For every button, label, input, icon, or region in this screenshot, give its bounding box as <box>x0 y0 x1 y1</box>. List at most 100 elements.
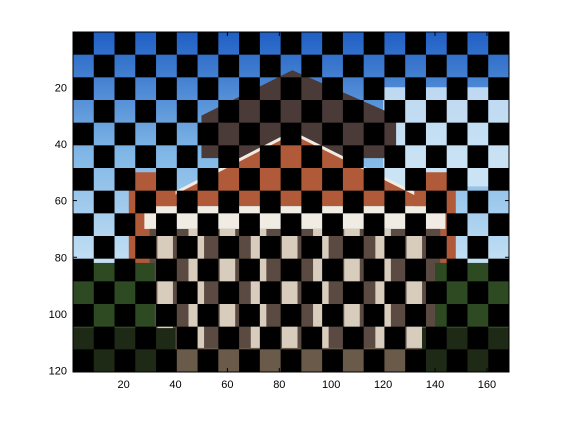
checker-square <box>342 236 364 259</box>
checker-square <box>73 168 94 191</box>
checker-square <box>280 258 302 282</box>
checker-square <box>363 122 385 146</box>
checker-square <box>446 77 468 100</box>
checker-square <box>363 258 385 282</box>
checker-square <box>384 100 406 123</box>
checker-square <box>156 258 177 282</box>
checker-square <box>384 190 406 214</box>
checker-square <box>239 349 260 372</box>
checker-square <box>363 304 385 327</box>
checker-square <box>239 213 260 236</box>
checker-square <box>218 281 240 304</box>
checker-square <box>197 349 219 372</box>
checker-square <box>425 145 447 168</box>
tick-labels: 20 40 60 80 100 120 140 160 20 40 60 80 100 120 <box>49 82 496 391</box>
checker-square <box>259 54 281 78</box>
checker-square <box>322 349 343 372</box>
checker-square <box>363 349 385 372</box>
checker-square <box>114 122 136 146</box>
y-tick-label: 80 <box>55 252 67 264</box>
checker-square <box>93 145 115 168</box>
checker-square <box>342 54 364 78</box>
checker-square <box>114 77 136 100</box>
checker-square <box>93 326 115 350</box>
checker-square <box>384 326 406 350</box>
checker-square <box>425 281 447 304</box>
checker-square <box>446 122 468 146</box>
checker-square <box>280 122 302 146</box>
checker-square <box>176 236 198 259</box>
checker-square <box>301 236 323 259</box>
checker-square <box>488 77 509 100</box>
checker-square <box>405 122 426 146</box>
checker-square <box>176 145 198 168</box>
checker-square <box>425 190 447 214</box>
checker-square <box>467 236 489 259</box>
checker-square <box>197 122 219 146</box>
checker-square <box>322 168 343 191</box>
checker-square <box>259 236 281 259</box>
checker-square <box>488 213 509 236</box>
checker-square <box>197 258 219 282</box>
checker-square <box>446 304 468 327</box>
checker-square <box>135 326 157 350</box>
checker-square <box>114 349 136 372</box>
checker-square <box>405 77 426 100</box>
checker-square <box>363 77 385 100</box>
x-tick-label: 160 <box>478 379 496 391</box>
checker-square <box>259 190 281 214</box>
checker-square <box>384 236 406 259</box>
checker-square <box>446 213 468 236</box>
checker-square <box>176 100 198 123</box>
checker-square <box>301 145 323 168</box>
checker-square <box>322 213 343 236</box>
checker-square <box>93 281 115 304</box>
checker-square <box>114 32 136 55</box>
checker-square <box>280 349 302 372</box>
checker-square <box>218 145 240 168</box>
x-tick-label: 100 <box>322 379 340 391</box>
checker-square <box>197 213 219 236</box>
checker-square <box>156 32 177 55</box>
checker-square <box>73 213 94 236</box>
checker-square <box>322 122 343 146</box>
checker-square <box>280 168 302 191</box>
checker-square <box>135 281 157 304</box>
checker-square <box>156 349 177 372</box>
checker-square <box>301 190 323 214</box>
checker-square <box>488 349 509 372</box>
x-tick-label: 20 <box>117 379 129 391</box>
checker-square <box>405 32 426 55</box>
y-tick-label: 120 <box>49 366 67 378</box>
checker-square <box>488 258 509 282</box>
checker-square <box>197 304 219 327</box>
checker-square <box>135 236 157 259</box>
checker-square <box>239 32 260 55</box>
x-tick-label: 60 <box>221 379 233 391</box>
axes-box <box>72 31 510 373</box>
checker-square <box>135 100 157 123</box>
checker-square <box>488 122 509 146</box>
checker-square <box>405 304 426 327</box>
x-tick-label: 80 <box>273 379 285 391</box>
checker-square <box>446 32 468 55</box>
checker-square <box>425 236 447 259</box>
checker-square <box>259 281 281 304</box>
checker-square <box>239 77 260 100</box>
checker-square <box>239 304 260 327</box>
checker-square <box>301 100 323 123</box>
checker-square <box>73 122 94 146</box>
checker-square <box>176 281 198 304</box>
x-tick-label: 40 <box>169 379 181 391</box>
checker-square <box>342 100 364 123</box>
checker-square <box>405 168 426 191</box>
checker-square <box>114 258 136 282</box>
checker-square <box>363 168 385 191</box>
checker-square <box>301 326 323 350</box>
checker-square <box>114 304 136 327</box>
checker-square <box>156 77 177 100</box>
checker-square <box>73 304 94 327</box>
checker-square <box>301 281 323 304</box>
x-tick-label: 120 <box>374 379 392 391</box>
